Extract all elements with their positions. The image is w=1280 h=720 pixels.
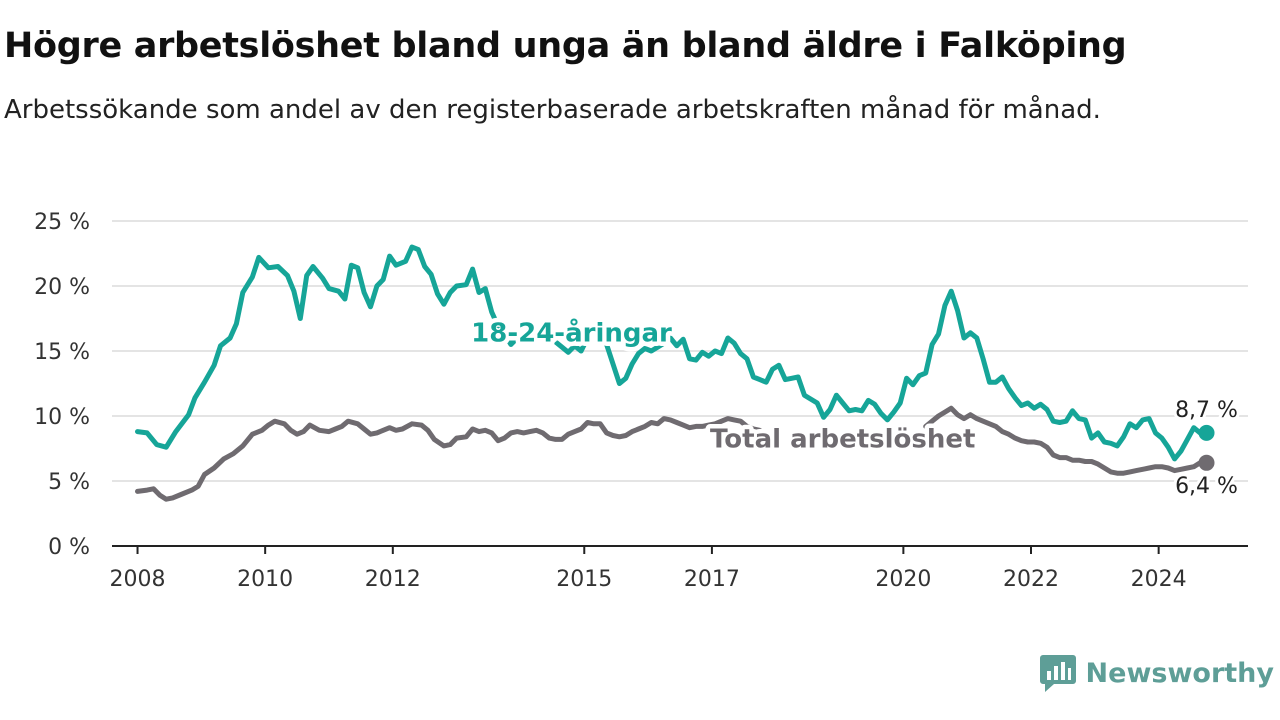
x-tick-label: 2022 bbox=[1003, 567, 1059, 592]
series-labels: 18-24-åringar Total arbetslöshet 8,7 % 6,4 … bbox=[467, 312, 1241, 502]
y-axis-ticks: 0 % 5 % 10 % 15 % 20 % 25 % bbox=[34, 210, 90, 560]
series-line-total bbox=[135, 405, 1209, 502]
y-tick-label: 25 % bbox=[34, 210, 90, 235]
x-tick-label: 2015 bbox=[556, 567, 612, 592]
y-tick-label: 10 % bbox=[34, 405, 90, 430]
y-tick-label: 0 % bbox=[48, 535, 90, 560]
x-tick-label: 2017 bbox=[684, 567, 740, 592]
x-tick-label: 2024 bbox=[1131, 567, 1187, 592]
series-lines bbox=[135, 244, 1215, 502]
x-axis-ticks: 2008 2010 2012 2015 2017 2020 2022 2024 bbox=[110, 546, 1187, 592]
series-label-total: Total arbetslöshet bbox=[710, 425, 975, 455]
y-tick-label: 5 % bbox=[48, 470, 90, 495]
series-end-marker bbox=[1198, 454, 1215, 471]
y-tick-label: 20 % bbox=[34, 275, 90, 300]
chart-subtitle: Arbetssökande som andel av den registerb… bbox=[4, 95, 1101, 125]
brand-name: Newsworthy bbox=[1085, 657, 1274, 689]
end-value-label-youth: 8,7 % bbox=[1175, 398, 1238, 423]
chart-title: Högre arbetslöshet bland unga än bland ä… bbox=[4, 26, 1127, 66]
newsworthy-logo-icon bbox=[1039, 655, 1076, 692]
line-chart: 0 %5 %10 %15 %20 %25 % 2008 2010 2012 2015 2… bbox=[34, 210, 1248, 592]
series-end-marker bbox=[1198, 424, 1215, 441]
newsworthy-brand[interactable]: Newsworthy bbox=[1039, 653, 1274, 693]
x-tick-label: 2012 bbox=[365, 567, 421, 592]
series-label-youth: 18-24-åringar bbox=[471, 316, 672, 348]
x-tick-label: 2020 bbox=[875, 567, 931, 592]
x-tick-label: 2008 bbox=[110, 567, 166, 592]
series-line-youth bbox=[135, 244, 1209, 462]
gridlines bbox=[112, 220, 1248, 482]
x-tick-label: 2010 bbox=[237, 567, 293, 592]
end-value-label-total: 6,4 % bbox=[1175, 474, 1238, 499]
y-tick-label: 15 % bbox=[34, 340, 90, 365]
